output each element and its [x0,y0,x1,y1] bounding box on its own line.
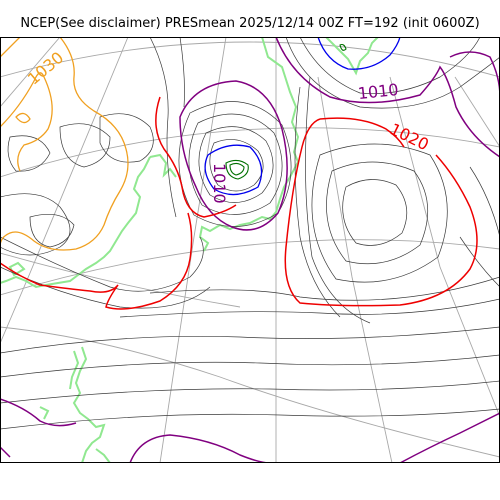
coastline [0,37,379,463]
isobar-line [0,236,204,292]
isobar-line [59,123,111,168]
isobar-line [0,193,71,256]
meridian-line [317,76,393,463]
meridian-line [389,76,500,418]
isobar-line [29,214,75,248]
contour-label-1010: 1010 [357,80,399,103]
isobar-1010-line [0,446,11,458]
isobar-line [469,166,500,238]
coastline-path [149,153,177,178]
isobar-1020-line [0,212,193,310]
isobar-line [0,354,500,378]
isobar-line [0,380,500,404]
meridian-line [0,37,129,345]
deep-low-ring [229,162,245,176]
graticule [0,37,500,463]
deep-low-ring [225,159,249,180]
isobar-1020-line [319,117,405,148]
deep-low-center [225,43,347,180]
isobar-line [459,236,500,288]
isobar-1030-line [0,37,21,58]
isobar-line [311,143,448,283]
meridian-line [0,37,61,108]
isobar-line [7,135,51,172]
deep-low-ring [339,43,347,51]
isobar-line [299,37,481,94]
isobar-1020-line [155,96,237,218]
isobar-line [209,139,264,192]
isobar-line [198,126,274,203]
isobar-1010 [0,37,500,463]
isobar-1010-line [0,398,77,427]
isobar-line [188,113,283,215]
isobar-line [149,276,500,301]
coastline-path [69,350,80,390]
isobar-line [294,86,341,318]
parallel-line [0,239,500,296]
coastline-path [95,448,111,463]
parallel-line [0,252,241,308]
isobar-1020-line [284,118,478,307]
contour-label-1010-vertical: 1010 [210,163,229,204]
isobar-line [0,408,500,430]
isobar-line [149,37,177,218]
isobar-line [119,298,500,318]
coastline-path [325,37,379,76]
isobar-1030-line [0,37,129,251]
meridian-line [454,76,500,148]
isobar-1010-line [275,37,500,158]
isobar-1020 [0,96,478,310]
meridian-line [159,37,227,463]
parallel-line [0,326,500,458]
pressure-map: 1030 1010 1010 1020 [0,37,500,463]
isobar-1010-line [399,412,500,463]
isobar-1010-line [129,434,271,463]
map-title: NCEP(See disclaimer) PRESmean 2025/12/14… [20,16,480,31]
isobar-line [0,266,211,309]
isobar-1000-line [317,37,401,70]
coastline-path [72,346,106,463]
isobar-1030 [0,37,129,251]
parallel-line [0,41,500,78]
isobar-1010-line [179,80,288,231]
isobar-1030-line [15,112,31,124]
isobar-line [305,76,371,324]
isobar-1000 [204,37,401,196]
isobar-line [326,161,429,265]
coastline-path [0,156,151,289]
isobar-1030-line [0,72,53,172]
isobar-1000-line [204,144,263,196]
isobar-line [0,326,500,354]
coastline-path [39,406,50,420]
isobar-line [179,37,185,108]
coastline-path [8,261,26,277]
coastline-path [198,37,300,252]
isobar-line [99,113,154,163]
map-border [0,37,500,463]
isobar-line [342,179,408,246]
isobars-thin [0,37,500,430]
map-frame: 1030 1010 1010 1020 [0,37,500,463]
